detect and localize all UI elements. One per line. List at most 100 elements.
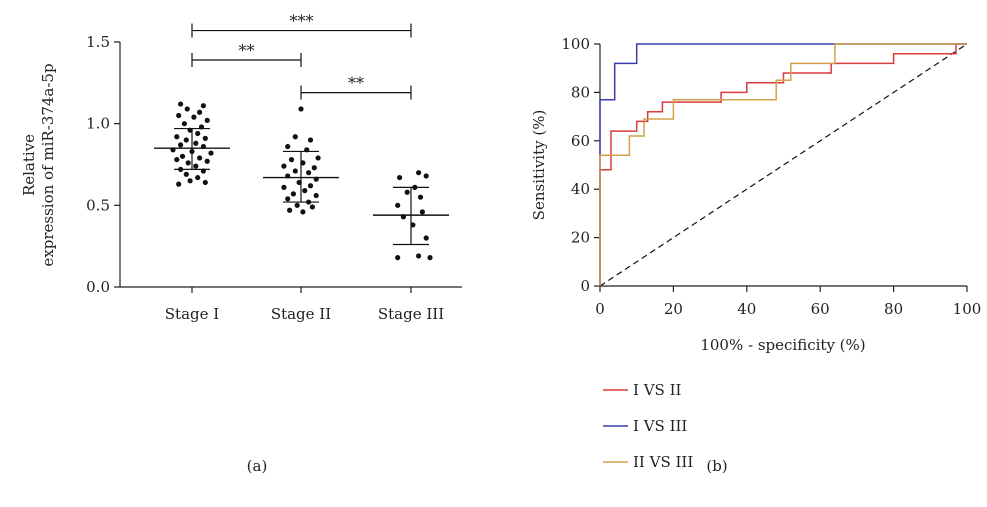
panel-b-label: (b) xyxy=(706,457,727,475)
data-point xyxy=(404,189,410,195)
data-point xyxy=(183,171,189,177)
data-point xyxy=(285,143,291,150)
panel-a-significance: ******* xyxy=(191,12,412,100)
panel-b-curves xyxy=(599,43,968,287)
data-point xyxy=(423,173,429,179)
panel-b-x-tick-label: 100 xyxy=(953,300,982,318)
data-point xyxy=(193,140,199,146)
significance-label: *** xyxy=(290,12,314,31)
data-point xyxy=(307,137,314,143)
panel-b-x-label: 100% - specificity (%) xyxy=(700,336,865,354)
panel-a-y-label-line1: Relative xyxy=(20,134,38,196)
data-point xyxy=(395,255,401,261)
panel-b-y-tick-label: 80 xyxy=(571,83,590,101)
panel-b-y-ticks: 0 20 40 60 80 100 xyxy=(561,35,600,295)
data-point xyxy=(200,103,206,109)
panel-b-x-ticks: 0 20 40 60 80 100 xyxy=(595,286,981,318)
legend-label: I VS III xyxy=(633,417,687,435)
data-point xyxy=(281,163,287,169)
panel-b-y-tick-label: 100 xyxy=(561,35,590,53)
data-point xyxy=(309,204,315,210)
panel-a-label: (a) xyxy=(247,457,268,475)
data-point xyxy=(311,165,317,171)
data-point xyxy=(294,202,300,208)
data-point xyxy=(416,253,422,259)
data-point xyxy=(416,170,422,176)
data-point xyxy=(179,153,186,159)
legend-label: II VS III xyxy=(633,453,693,471)
data-point xyxy=(193,163,199,169)
panel-b-y-tick-label: 60 xyxy=(571,132,590,150)
data-point xyxy=(204,117,210,123)
roc-curve xyxy=(599,43,967,286)
data-point xyxy=(204,158,210,164)
data-point xyxy=(292,134,298,140)
panel-a-y-tick-label: 0.5 xyxy=(86,196,110,214)
panel-b-y-tick-label: 40 xyxy=(571,180,590,198)
panel-a-x-tick-label: Stage III xyxy=(378,305,444,323)
data-point xyxy=(181,121,187,127)
data-point xyxy=(208,150,214,156)
data-point xyxy=(202,135,208,141)
data-point xyxy=(197,109,203,115)
data-point xyxy=(292,168,298,174)
reference-diagonal xyxy=(599,43,968,287)
data-point xyxy=(285,196,291,202)
panel-b-y-tick-label: 0 xyxy=(580,277,590,295)
data-point xyxy=(298,106,304,112)
panel-a-x-tick-label: Stage I xyxy=(165,305,219,323)
panel-a-y-ticks: 0.0 0.5 1.0 1.5 xyxy=(86,33,120,296)
roc-curve xyxy=(599,43,967,286)
data-point xyxy=(174,157,180,163)
data-point xyxy=(183,137,189,143)
data-point xyxy=(281,184,287,190)
data-point xyxy=(306,170,312,176)
panel-b-x-tick-label: 60 xyxy=(811,300,830,318)
panel-b-legend: I VS II I VS III II VS III xyxy=(603,381,693,471)
data-point xyxy=(417,194,424,200)
data-point xyxy=(178,142,184,148)
data-point xyxy=(315,155,321,161)
data-point xyxy=(202,179,208,186)
panel-b-y-tick-label: 20 xyxy=(571,229,590,247)
panel-b-x-tick-label: 20 xyxy=(664,300,683,318)
data-point xyxy=(307,183,314,189)
significance-label: ** xyxy=(348,74,364,93)
panel-b-y-label: Sensitivity (%) xyxy=(530,110,548,221)
data-point xyxy=(287,207,293,213)
data-point xyxy=(290,191,296,197)
panel-b-x-tick-label: 80 xyxy=(884,300,903,318)
roc-curve xyxy=(599,43,967,286)
panel-b-x-tick-label: 0 xyxy=(595,300,605,318)
panel-a-axes xyxy=(119,42,462,288)
data-point xyxy=(427,255,433,261)
data-point xyxy=(176,181,182,187)
data-point xyxy=(178,101,184,107)
data-point xyxy=(313,192,319,199)
data-point xyxy=(302,188,308,194)
panel-a-y-tick-label: 1.0 xyxy=(86,115,110,133)
panel-a-y-tick-label: 1.5 xyxy=(86,33,110,51)
data-point xyxy=(195,130,201,137)
data-point xyxy=(419,209,425,215)
significance-label: ** xyxy=(239,41,255,60)
panel-a-y-label-line2: expression of miR-374a-5p xyxy=(39,63,57,266)
data-point xyxy=(397,174,403,181)
data-point xyxy=(185,160,191,166)
data-point xyxy=(300,209,306,215)
data-point xyxy=(423,235,429,241)
panel-a-scatter: 0.0 0.5 1.0 1.5 Stage I Stage II Stage III **… xyxy=(20,12,462,475)
panel-a-points xyxy=(170,101,433,261)
data-point xyxy=(187,178,193,184)
legend-label: I VS II xyxy=(633,381,681,399)
data-point xyxy=(288,157,295,163)
panel-a-x-ticks: Stage I Stage II Stage III xyxy=(165,287,444,323)
data-point xyxy=(395,202,401,208)
data-point xyxy=(195,174,201,181)
data-point xyxy=(176,112,182,119)
panel-b-x-tick-label: 40 xyxy=(737,300,756,318)
panel-a-mean-sd-bars xyxy=(154,127,449,246)
data-point xyxy=(191,114,197,120)
